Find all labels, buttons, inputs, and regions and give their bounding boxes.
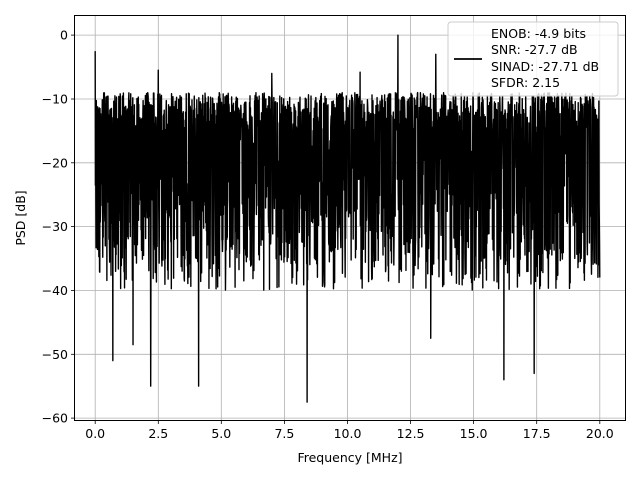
y-tick-label: −60: [42, 411, 68, 426]
legend-entry-sfdr: SFDR: 2.15: [491, 75, 560, 90]
y-axis-label: PSD [dB]: [13, 190, 28, 245]
x-axis-label: Frequency [MHz]: [297, 450, 402, 465]
legend: ENOB: -4.9 bits SNR: -27.7 dB SINAD: -27…: [447, 21, 619, 97]
x-tick-label: 17.5: [523, 426, 551, 441]
y-axis-ticks: 0 −10 −20 −30 −40 −50 −60: [42, 28, 75, 426]
y-tick-label: −20: [42, 155, 68, 170]
x-tick-label: 7.5: [274, 426, 294, 441]
legend-entry-snr: SNR: -27.7 dB: [491, 42, 578, 57]
y-tick-label: −50: [42, 347, 68, 362]
legend-box: [447, 21, 619, 97]
x-tick-label: 0.0: [85, 426, 105, 441]
legend-entry-sinad: SINAD: -27.71 dB: [491, 59, 599, 74]
x-tick-label: 12.5: [397, 426, 425, 441]
x-tick-label: 2.5: [148, 426, 168, 441]
plot-frame: [74, 15, 626, 421]
legend-entry-enob: ENOB: -4.9 bits: [491, 26, 586, 41]
series-group: [94, 34, 601, 403]
psd-series-line: [94, 34, 601, 403]
x-tick-label: 20.0: [586, 426, 614, 441]
x-axis-ticks: 0.0 2.5 5.0 7.5 10.0 12.5 15.0 17.5 20.0: [85, 420, 614, 441]
y-tick-label: 0: [60, 28, 68, 43]
y-tick-label: −40: [42, 283, 68, 298]
y-tick-label: −10: [42, 92, 68, 107]
x-tick-label: 5.0: [211, 426, 231, 441]
y-tick-label: −30: [42, 219, 68, 234]
x-tick-label: 15.0: [460, 426, 488, 441]
x-tick-label: 10.0: [334, 426, 362, 441]
